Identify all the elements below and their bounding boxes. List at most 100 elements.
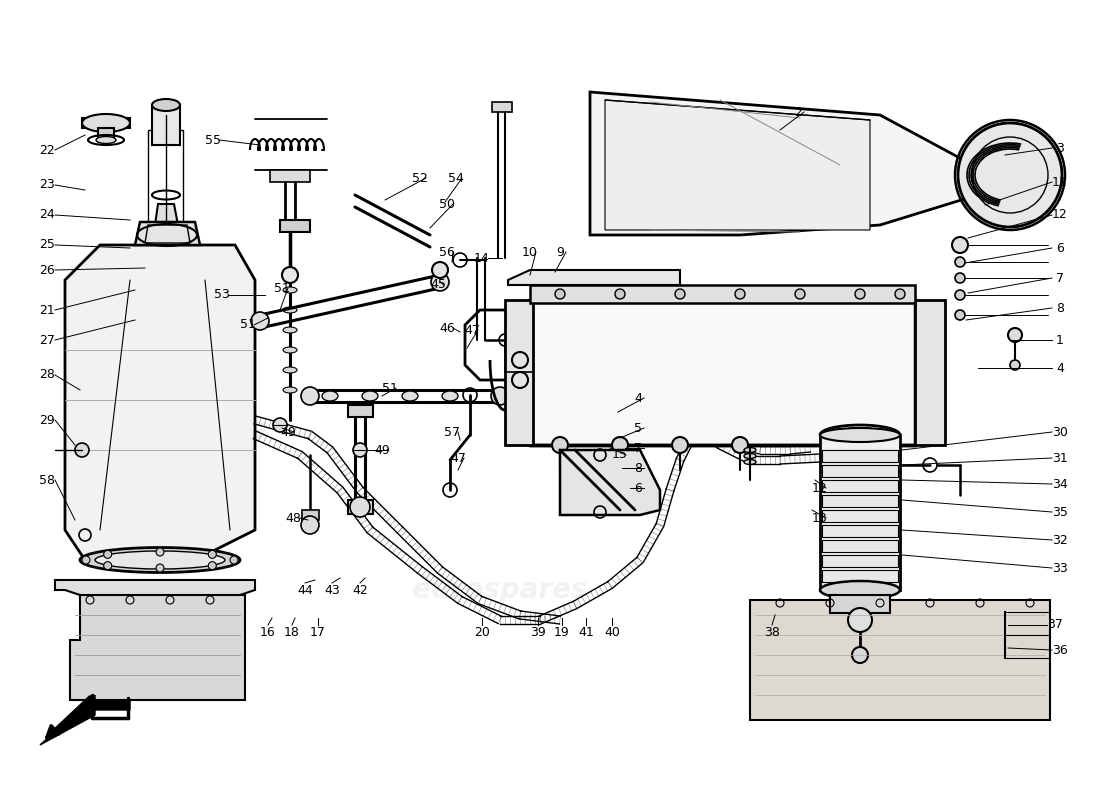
Circle shape	[615, 289, 625, 299]
Bar	[822, 510, 898, 522]
Text: 4: 4	[634, 391, 642, 405]
Text: 24: 24	[40, 209, 55, 222]
Text: 20: 20	[474, 626, 490, 638]
Text: 1: 1	[1056, 334, 1064, 346]
Polygon shape	[508, 270, 680, 285]
Text: 58: 58	[39, 474, 55, 486]
Text: 4: 4	[1056, 362, 1064, 374]
Circle shape	[672, 437, 688, 453]
Circle shape	[350, 497, 370, 517]
Ellipse shape	[744, 447, 756, 453]
Circle shape	[556, 289, 565, 299]
Text: 34: 34	[1052, 478, 1068, 490]
Polygon shape	[82, 118, 130, 128]
Bar	[270, 170, 310, 182]
Ellipse shape	[283, 307, 297, 313]
Circle shape	[208, 562, 217, 570]
Polygon shape	[40, 695, 130, 745]
Ellipse shape	[402, 391, 418, 401]
Text: 38: 38	[764, 626, 780, 638]
Circle shape	[1008, 328, 1022, 342]
Text: eurospares: eurospares	[92, 416, 267, 444]
Ellipse shape	[283, 387, 297, 393]
Text: 42: 42	[352, 583, 367, 597]
Circle shape	[612, 437, 628, 453]
Circle shape	[955, 290, 965, 300]
Circle shape	[955, 240, 965, 250]
Text: 6: 6	[634, 482, 642, 494]
Ellipse shape	[744, 454, 756, 458]
Text: 40: 40	[604, 626, 620, 638]
Ellipse shape	[283, 287, 297, 293]
Text: 49: 49	[280, 426, 296, 438]
Circle shape	[156, 548, 164, 556]
Text: 13: 13	[812, 511, 828, 525]
Text: 33: 33	[1052, 562, 1068, 574]
Circle shape	[852, 647, 868, 663]
Text: 57: 57	[444, 426, 460, 438]
Ellipse shape	[82, 114, 130, 132]
Text: 31: 31	[1052, 451, 1068, 465]
Circle shape	[732, 437, 748, 453]
Ellipse shape	[362, 391, 378, 401]
Text: 7: 7	[634, 442, 642, 454]
Text: 44: 44	[297, 583, 312, 597]
Text: 12: 12	[812, 482, 828, 494]
Circle shape	[855, 289, 865, 299]
Circle shape	[103, 562, 112, 570]
Text: 26: 26	[40, 263, 55, 277]
Circle shape	[955, 273, 965, 283]
Circle shape	[958, 123, 1062, 227]
Bar	[820, 435, 900, 590]
Text: 41: 41	[579, 626, 594, 638]
Bar	[822, 540, 898, 552]
Text: 53: 53	[214, 289, 230, 302]
Bar	[280, 220, 310, 232]
Bar	[302, 510, 319, 520]
Bar	[822, 480, 898, 492]
Polygon shape	[605, 100, 870, 230]
Circle shape	[82, 556, 90, 564]
Text: 8: 8	[634, 462, 642, 474]
Ellipse shape	[95, 551, 226, 569]
Text: 8: 8	[1056, 302, 1064, 314]
Bar	[492, 102, 512, 112]
Circle shape	[431, 273, 449, 291]
Bar	[915, 300, 945, 445]
Text: 25: 25	[40, 238, 55, 251]
Text: eurospares: eurospares	[733, 366, 908, 394]
Bar	[822, 570, 898, 582]
Circle shape	[735, 289, 745, 299]
Text: 12: 12	[1052, 209, 1068, 222]
Circle shape	[952, 237, 968, 253]
Text: 30: 30	[1052, 426, 1068, 438]
Circle shape	[103, 550, 112, 558]
Polygon shape	[135, 222, 200, 245]
Circle shape	[895, 289, 905, 299]
Text: 5: 5	[634, 422, 642, 434]
Circle shape	[301, 387, 319, 405]
Ellipse shape	[96, 137, 115, 143]
Text: 21: 21	[40, 303, 55, 317]
Text: 14: 14	[474, 251, 490, 265]
Text: 51: 51	[382, 382, 398, 394]
Text: 35: 35	[1052, 506, 1068, 518]
Circle shape	[955, 257, 965, 267]
Bar	[148, 130, 183, 315]
Polygon shape	[560, 450, 660, 515]
Ellipse shape	[80, 547, 240, 573]
Circle shape	[282, 267, 298, 283]
Circle shape	[795, 289, 805, 299]
Text: 48: 48	[285, 511, 301, 525]
Text: 51: 51	[240, 318, 256, 331]
Bar	[530, 300, 915, 445]
Circle shape	[675, 289, 685, 299]
Circle shape	[1010, 360, 1020, 370]
Circle shape	[251, 312, 270, 330]
Text: 29: 29	[40, 414, 55, 426]
Text: 46: 46	[439, 322, 455, 334]
Bar	[348, 500, 373, 514]
Text: 49: 49	[374, 443, 389, 457]
Bar	[822, 555, 898, 567]
Text: 56: 56	[439, 246, 455, 258]
